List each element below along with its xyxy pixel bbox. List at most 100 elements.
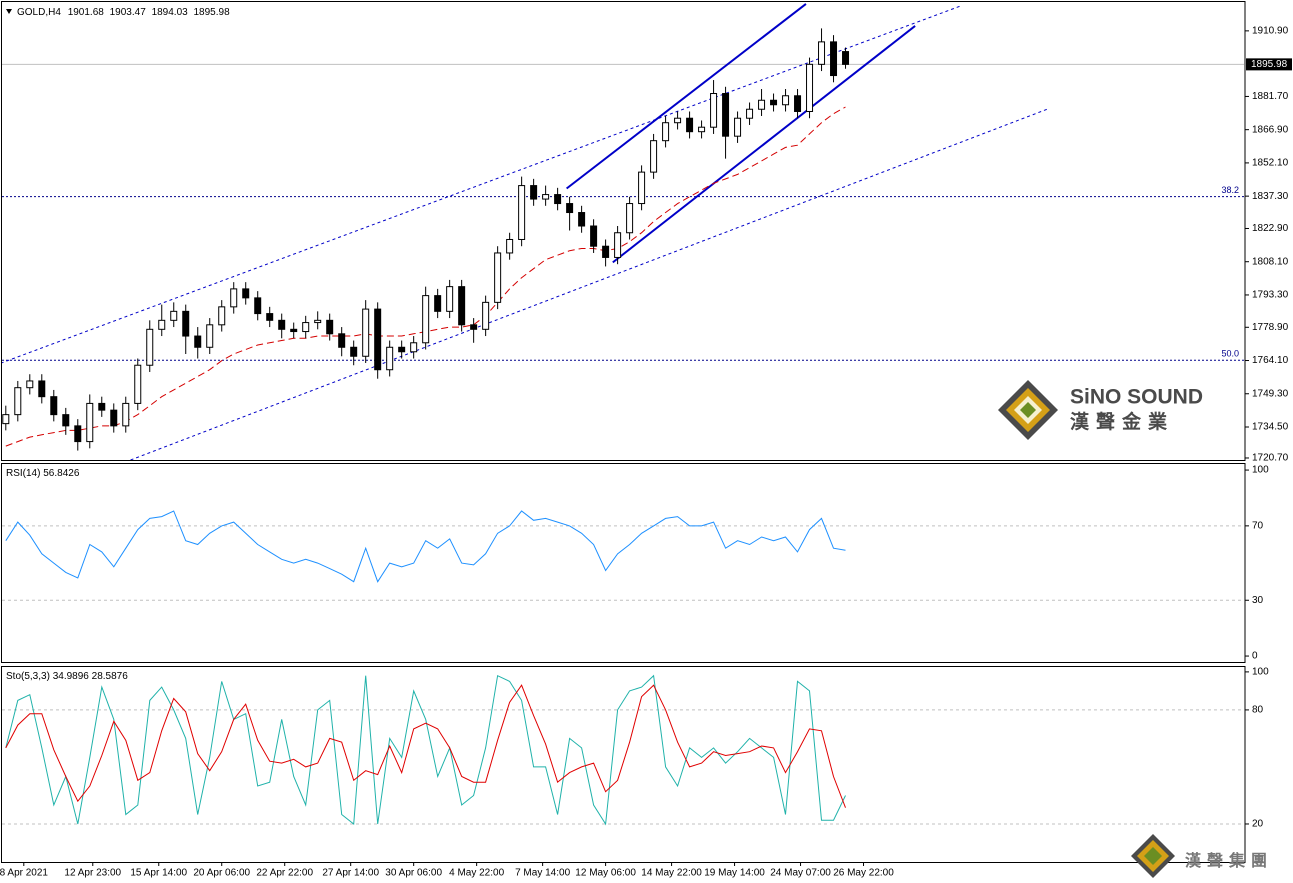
candle-body: [446, 286, 454, 312]
candle-body: [230, 288, 238, 308]
y-tick-label: 1822.90: [1252, 223, 1289, 234]
trend-line: [2, 5, 961, 364]
candle-body: [578, 212, 586, 227]
rsi-value: 56.8426: [43, 468, 80, 479]
x-tick-label: 20 Apr 06:00: [193, 868, 250, 879]
y-tick-label: 1764.10: [1252, 355, 1289, 366]
candle-body: [590, 225, 598, 247]
y-tick-label: 1910.90: [1252, 26, 1289, 37]
plot-layer: [2, 3, 1244, 460]
candle-body: [746, 108, 754, 119]
indicator-line: [5, 684, 846, 808]
plot-area: [2, 3, 1244, 460]
y-tick-label: 1837.30: [1252, 191, 1289, 202]
y-tick-label: 1720.70: [1252, 453, 1289, 464]
price-panel: [1, 1, 1246, 461]
y-tick-label: 1881.70: [1252, 91, 1289, 102]
trend-line: [612, 25, 916, 264]
candle-body: [218, 306, 226, 326]
brand: SiNO SOUND: [1070, 386, 1203, 409]
candle-body: [386, 346, 394, 371]
candle-body: [302, 322, 310, 333]
x-tick-label: 12 Apr 23:00: [64, 868, 121, 879]
stoch-panel: [1, 666, 1246, 863]
stoch-k-value: 34.9896: [53, 671, 90, 682]
candle-body: [242, 288, 250, 299]
x-tick-label: 26 May 22:00: [833, 868, 894, 879]
candle-body: [734, 117, 742, 137]
corner-logo: [1131, 834, 1175, 878]
candle-body: [494, 252, 502, 303]
candle-body: [614, 232, 622, 258]
candle-body: [806, 63, 814, 112]
candle-body: [662, 122, 670, 142]
candle-body: [506, 238, 514, 254]
candle-body: [374, 308, 382, 371]
candle-body: [182, 310, 190, 337]
current-price-box: [1246, 58, 1292, 71]
candle-body: [542, 194, 550, 200]
symbol-header: GOLD,H4 1901.68 1903.47 1894.03 1895.98: [17, 7, 230, 18]
candle-body: [350, 346, 358, 357]
candle-body: [674, 117, 682, 124]
candle-body: [266, 313, 274, 321]
candle-body: [50, 396, 58, 416]
x-tick-label: 27 Apr 14:00: [322, 868, 379, 879]
candle-body: [650, 140, 658, 173]
y-tick-label: 30: [1252, 595, 1264, 606]
candle-body: [290, 328, 298, 333]
candle-body: [146, 328, 154, 366]
stoch-header: Sto(5,3,3) 34.9896 28.5876: [6, 671, 128, 682]
y-tick-label: 0: [1252, 651, 1258, 662]
plot-area: [2, 510, 1244, 601]
candle-body: [338, 333, 346, 348]
candle-body: [254, 297, 262, 315]
candle-body: [830, 41, 838, 77]
candle-body: [86, 402, 94, 443]
candle-body: [74, 425, 82, 443]
candle-body: [326, 319, 334, 335]
candle-body: [206, 324, 214, 348]
x-tick-label: 12 May 06:00: [575, 868, 636, 879]
fib-label: 38.2: [1221, 185, 1239, 195]
x-tick-label: 30 Apr 06:00: [385, 868, 442, 879]
candle-body: [530, 185, 538, 200]
fib-label: 50.0: [1221, 349, 1239, 359]
symbol: GOLD,H4: [17, 7, 61, 18]
candle-body: [794, 95, 802, 112]
y-tick-label: 20: [1252, 819, 1264, 830]
rsi-header: RSI(14) 56.8426: [6, 468, 80, 479]
y-tick-label: 100: [1252, 667, 1269, 678]
candle-body: [758, 99, 766, 110]
x-tick-label: 4 May 22:00: [449, 868, 504, 879]
candle-body: [194, 335, 202, 348]
candle-body: [698, 126, 706, 133]
y-tick-label: 1793.30: [1252, 290, 1289, 301]
trend-line: [566, 3, 807, 190]
candle-body: [470, 324, 478, 330]
current-price-label: 1895.98: [1251, 59, 1288, 70]
candle-body: [278, 319, 286, 330]
open-value: 1901.68: [68, 7, 105, 18]
x-tick-label: 19 May 14:00: [704, 868, 765, 879]
rsi-panel: [1, 463, 1246, 663]
x-tick-label: 8 Apr 2021: [0, 868, 48, 879]
candle-body: [434, 295, 442, 312]
brand-cn: 漢聲金業: [1070, 410, 1174, 433]
candle-body: [398, 346, 406, 353]
y-tick-label: 1808.10: [1252, 256, 1289, 267]
y-tick-label: 80: [1252, 705, 1264, 716]
candle-body: [2, 414, 10, 425]
stoch-title: Sto(5,3,3): [6, 671, 50, 682]
candle-body: [98, 402, 106, 411]
candle-body: [110, 409, 118, 427]
high-value: 1903.47: [110, 7, 147, 18]
x-tick-label: 22 Apr 22:00: [256, 868, 313, 879]
x-tick-label: 24 May 07:00: [770, 868, 831, 879]
candle-body: [602, 245, 610, 258]
stoch-d-value: 28.5876: [92, 671, 129, 682]
candle-body: [26, 380, 34, 389]
candle-body: [482, 301, 490, 330]
candle-body: [38, 380, 46, 398]
